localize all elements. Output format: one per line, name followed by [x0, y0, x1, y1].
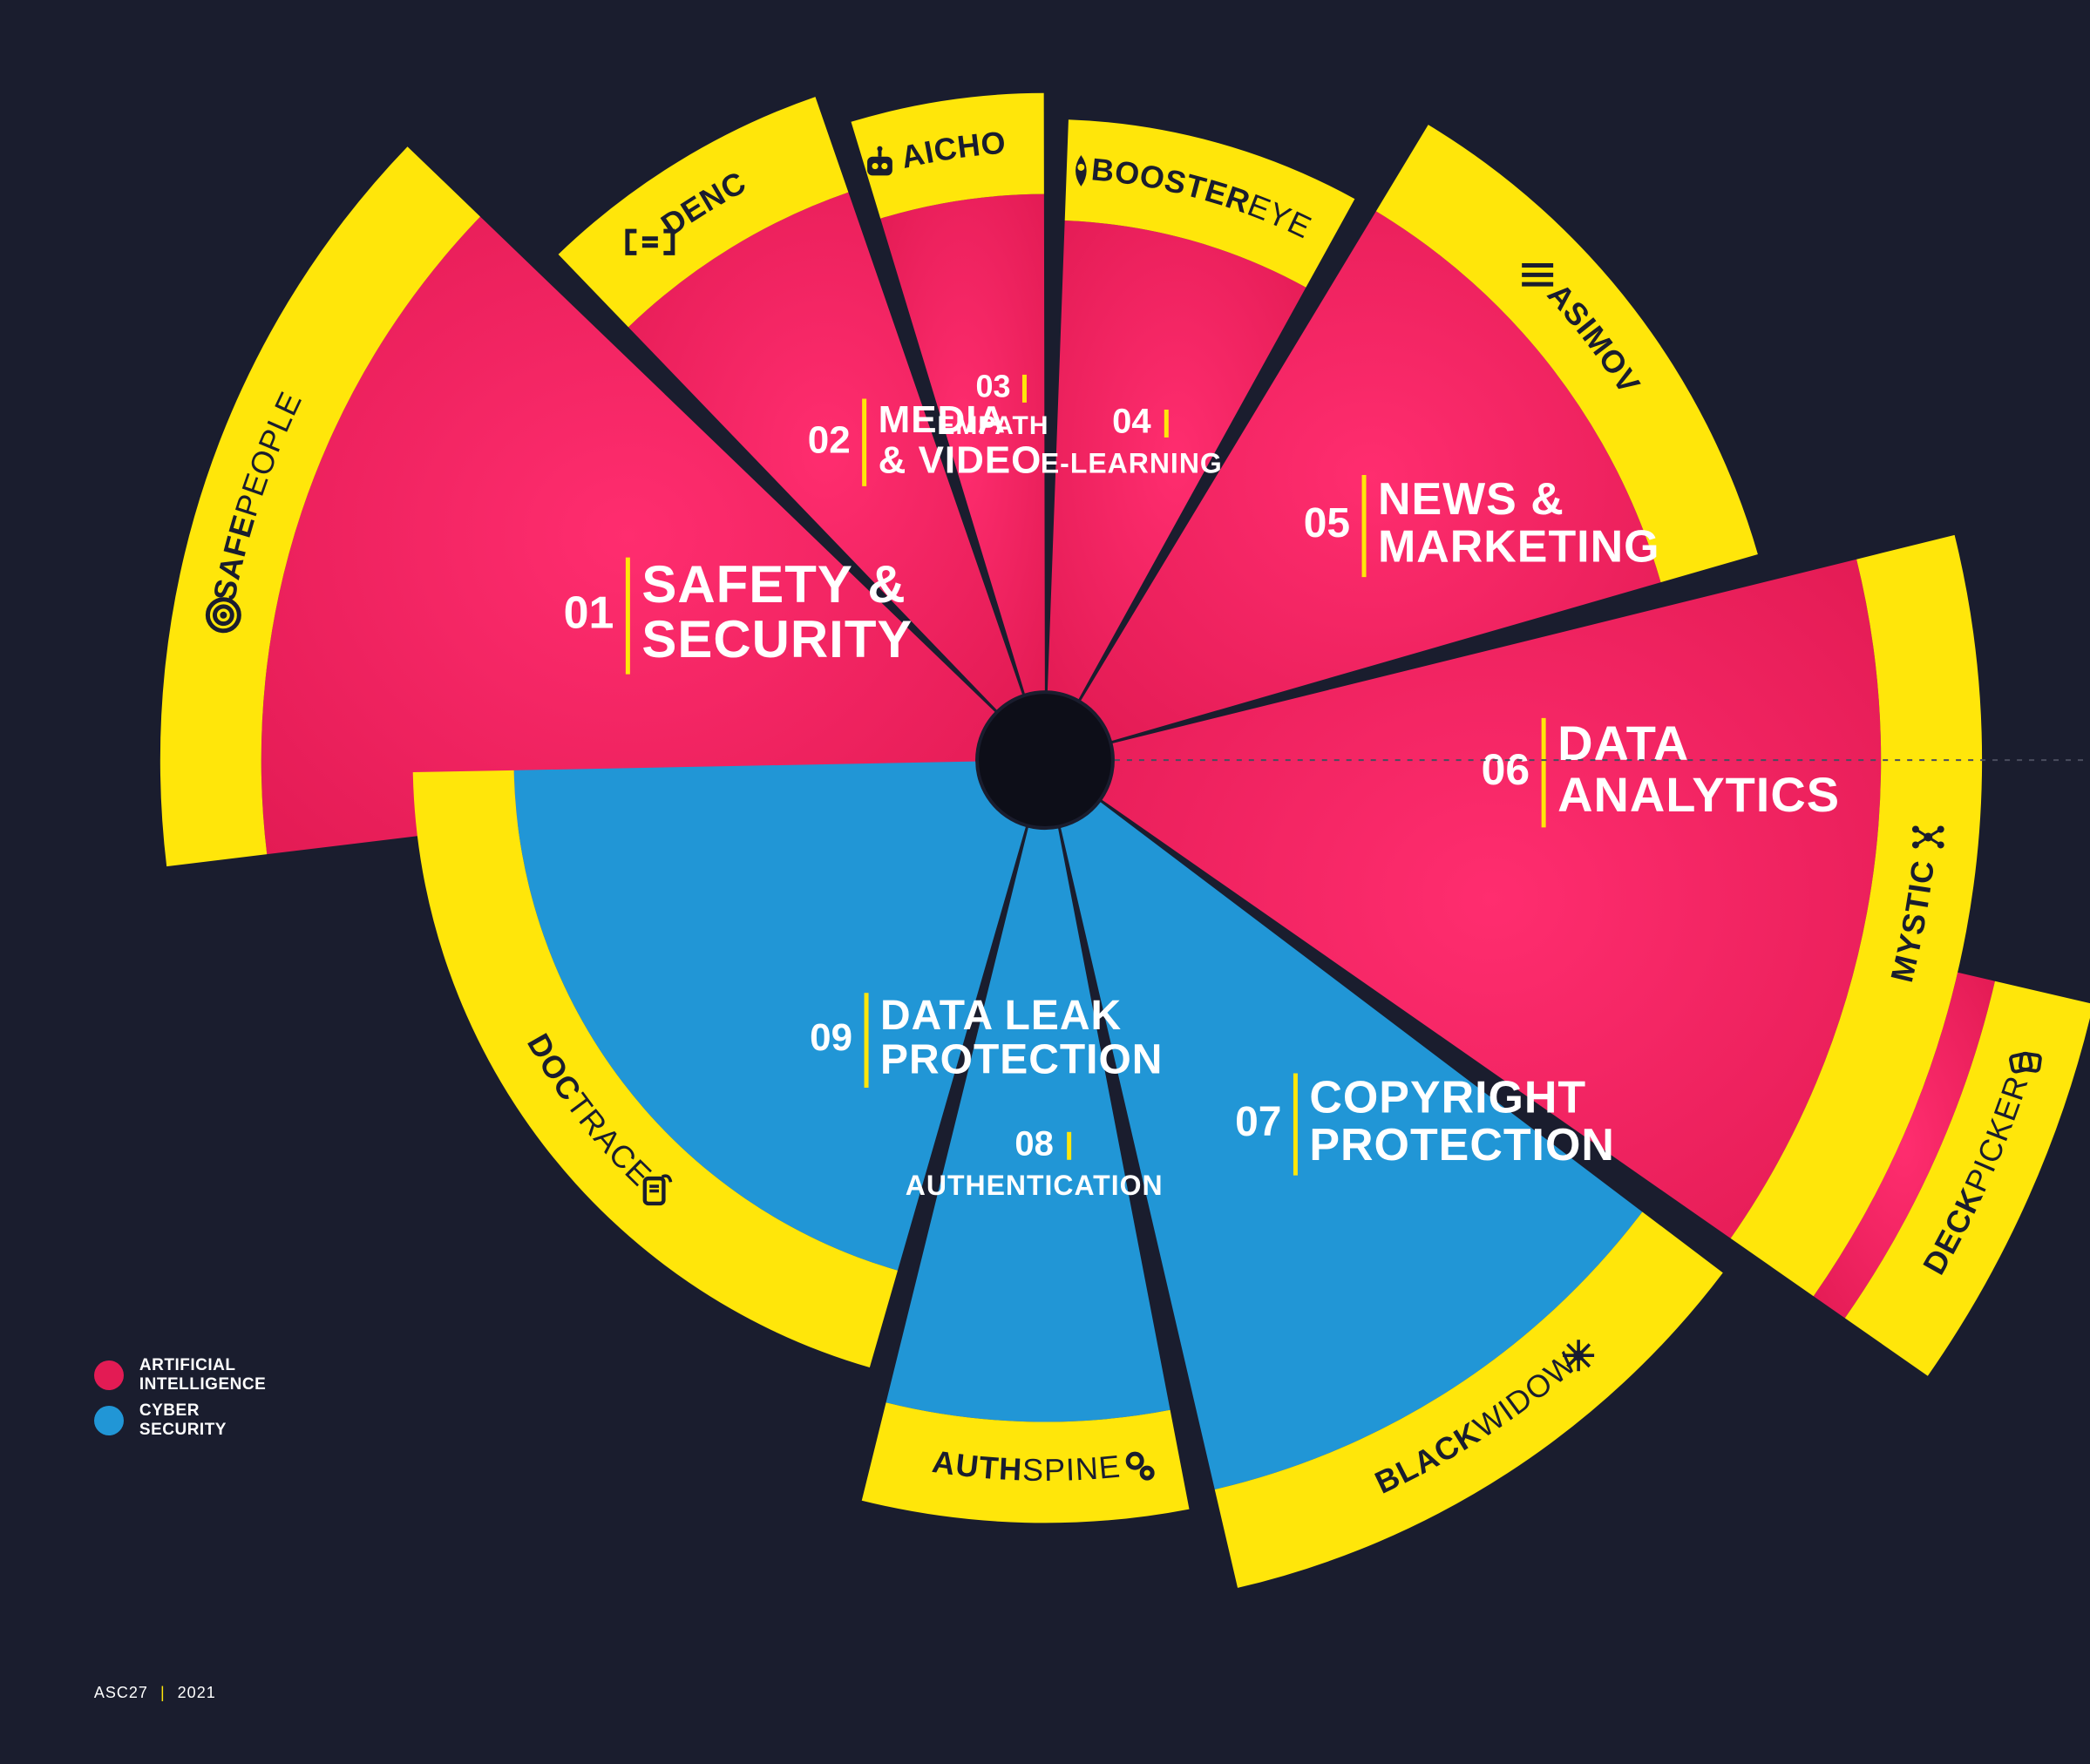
svg-text:SAFETY &SECURITY: SAFETY &SECURITY [641, 555, 913, 668]
svg-text:03: 03 [975, 368, 1010, 404]
footer-org: ASC27 [94, 1684, 148, 1701]
chart-hub [979, 694, 1111, 826]
legend-label: ARTIFICIALINTELLIGENCE [139, 1356, 266, 1394]
footer: ASC27 | 2021 [94, 1684, 216, 1702]
legend-label: CYBERSECURITY [139, 1401, 227, 1440]
svg-text:09: 09 [810, 1016, 852, 1059]
svg-text:05: 05 [1304, 500, 1350, 546]
svg-text:AUTHENTICATION: AUTHENTICATION [906, 1170, 1164, 1201]
legend-row-0: ARTIFICIALINTELLIGENCE [94, 1356, 266, 1394]
legend-dot [94, 1360, 124, 1390]
spider-icon [1563, 1340, 1594, 1371]
svg-text:E-LEARNING: E-LEARNING [1041, 447, 1223, 478]
radial-chart: 01SAFETY &SECURITY02MEDIA& VIDEO03EMPATH… [0, 0, 2090, 1764]
legend-row-1: CYBERSECURITY [94, 1401, 266, 1440]
svg-text:07: 07 [1235, 1099, 1281, 1145]
svg-text:DATA LEAKPROTECTION: DATA LEAKPROTECTION [880, 993, 1163, 1082]
svg-text:01: 01 [564, 587, 614, 638]
footer-divider: | [160, 1684, 166, 1701]
svg-text:04: 04 [1112, 403, 1150, 441]
infographic-container: 01SAFETY &SECURITY02MEDIA& VIDEO03EMPATH… [0, 0, 2090, 1764]
svg-text:08: 08 [1014, 1124, 1053, 1163]
slice-label-08: 08 AUTHENTICATION [906, 1124, 1164, 1201]
svg-text:06: 06 [1482, 745, 1530, 794]
footer-year: 2021 [178, 1684, 216, 1701]
svg-text:02: 02 [808, 418, 851, 461]
svg-text:EMPATH: EMPATH [937, 411, 1048, 440]
legend: ARTIFICIALINTELLIGENCE CYBERSECURITY [94, 1356, 266, 1446]
svg-text:COPYRIGHTPROTECTION: COPYRIGHTPROTECTION [1309, 1073, 1614, 1171]
legend-dot [94, 1406, 124, 1435]
